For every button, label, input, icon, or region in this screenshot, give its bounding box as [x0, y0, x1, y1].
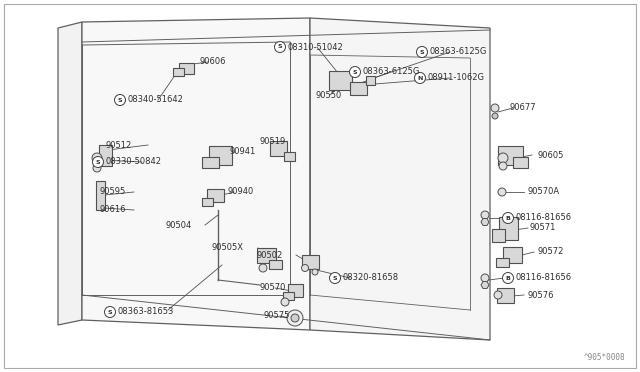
FancyBboxPatch shape: [209, 145, 232, 164]
Text: 90941: 90941: [230, 148, 256, 157]
Circle shape: [301, 264, 308, 272]
Text: 90595: 90595: [100, 187, 126, 196]
Circle shape: [491, 104, 499, 112]
Text: 90570A: 90570A: [528, 187, 560, 196]
Text: 90505X: 90505X: [212, 244, 244, 253]
Text: 08116-81656: 08116-81656: [515, 273, 572, 282]
FancyBboxPatch shape: [202, 198, 212, 206]
Text: 08363-6125G: 08363-6125G: [362, 67, 420, 77]
Circle shape: [93, 157, 104, 167]
Circle shape: [415, 73, 426, 83]
Text: 90504: 90504: [166, 221, 192, 230]
Text: 90512: 90512: [105, 141, 131, 150]
Circle shape: [92, 153, 102, 163]
Text: 08363-81653: 08363-81653: [118, 308, 174, 317]
Circle shape: [312, 269, 318, 275]
FancyBboxPatch shape: [349, 81, 367, 94]
Text: 90572: 90572: [537, 247, 563, 257]
Text: 90616: 90616: [100, 205, 127, 215]
FancyBboxPatch shape: [179, 62, 193, 74]
Text: 08116-81656: 08116-81656: [515, 214, 572, 222]
FancyBboxPatch shape: [497, 288, 513, 302]
Circle shape: [481, 211, 489, 219]
Circle shape: [104, 307, 115, 317]
Text: 08911-1062G: 08911-1062G: [428, 74, 484, 83]
FancyBboxPatch shape: [269, 260, 282, 269]
Circle shape: [281, 298, 289, 306]
Circle shape: [291, 314, 299, 322]
FancyBboxPatch shape: [257, 247, 275, 263]
Text: S: S: [420, 49, 424, 55]
Circle shape: [481, 274, 489, 282]
Text: 90677: 90677: [510, 103, 536, 112]
Polygon shape: [310, 18, 490, 340]
FancyBboxPatch shape: [497, 145, 522, 164]
Circle shape: [349, 67, 360, 77]
Text: B: B: [506, 215, 511, 221]
FancyBboxPatch shape: [499, 217, 518, 240]
Polygon shape: [58, 22, 82, 325]
Circle shape: [93, 164, 101, 172]
Polygon shape: [481, 282, 489, 288]
Text: 08363-6125G: 08363-6125G: [429, 48, 487, 57]
FancyBboxPatch shape: [173, 68, 184, 76]
Circle shape: [287, 310, 303, 326]
FancyBboxPatch shape: [282, 292, 294, 300]
FancyBboxPatch shape: [365, 76, 374, 84]
Text: 08310-51042: 08310-51042: [287, 42, 343, 51]
Circle shape: [259, 264, 267, 272]
Text: 90571: 90571: [530, 224, 556, 232]
Text: 90519: 90519: [260, 138, 286, 147]
Circle shape: [499, 162, 507, 170]
Text: S: S: [278, 45, 282, 49]
FancyBboxPatch shape: [301, 255, 319, 269]
Text: S: S: [353, 70, 357, 74]
FancyBboxPatch shape: [207, 189, 223, 202]
Circle shape: [502, 212, 513, 224]
Circle shape: [115, 94, 125, 106]
FancyBboxPatch shape: [269, 141, 287, 155]
Circle shape: [417, 46, 428, 58]
Text: B: B: [506, 276, 511, 280]
Text: 90606: 90606: [200, 58, 227, 67]
Text: 08330-50842: 08330-50842: [106, 157, 161, 167]
Text: S: S: [96, 160, 100, 164]
Polygon shape: [481, 218, 489, 225]
Text: 90570: 90570: [260, 283, 286, 292]
Circle shape: [498, 188, 506, 196]
Text: S: S: [118, 97, 122, 103]
FancyBboxPatch shape: [328, 71, 351, 90]
Circle shape: [330, 273, 340, 283]
FancyBboxPatch shape: [284, 151, 294, 160]
Circle shape: [275, 42, 285, 52]
Text: 08340-51642: 08340-51642: [127, 96, 184, 105]
FancyBboxPatch shape: [287, 283, 303, 296]
FancyBboxPatch shape: [99, 144, 111, 166]
Circle shape: [498, 153, 508, 163]
Circle shape: [502, 273, 513, 283]
FancyBboxPatch shape: [495, 257, 509, 266]
Text: ^905*0008: ^905*0008: [584, 353, 625, 362]
Text: 90502: 90502: [257, 250, 283, 260]
Circle shape: [494, 291, 502, 299]
FancyBboxPatch shape: [502, 247, 522, 263]
Text: 90605: 90605: [537, 151, 563, 160]
Circle shape: [492, 113, 498, 119]
Text: S: S: [333, 276, 337, 280]
FancyBboxPatch shape: [513, 157, 527, 167]
Text: 90940: 90940: [228, 187, 254, 196]
FancyBboxPatch shape: [202, 157, 218, 167]
Text: 90576: 90576: [528, 291, 554, 299]
FancyBboxPatch shape: [95, 180, 104, 209]
Text: 90550: 90550: [316, 90, 342, 99]
FancyBboxPatch shape: [492, 228, 504, 241]
Text: S: S: [108, 310, 112, 314]
Text: N: N: [417, 76, 422, 80]
Polygon shape: [82, 18, 310, 330]
Text: 08320-81658: 08320-81658: [342, 273, 399, 282]
Text: 90575: 90575: [263, 311, 289, 321]
